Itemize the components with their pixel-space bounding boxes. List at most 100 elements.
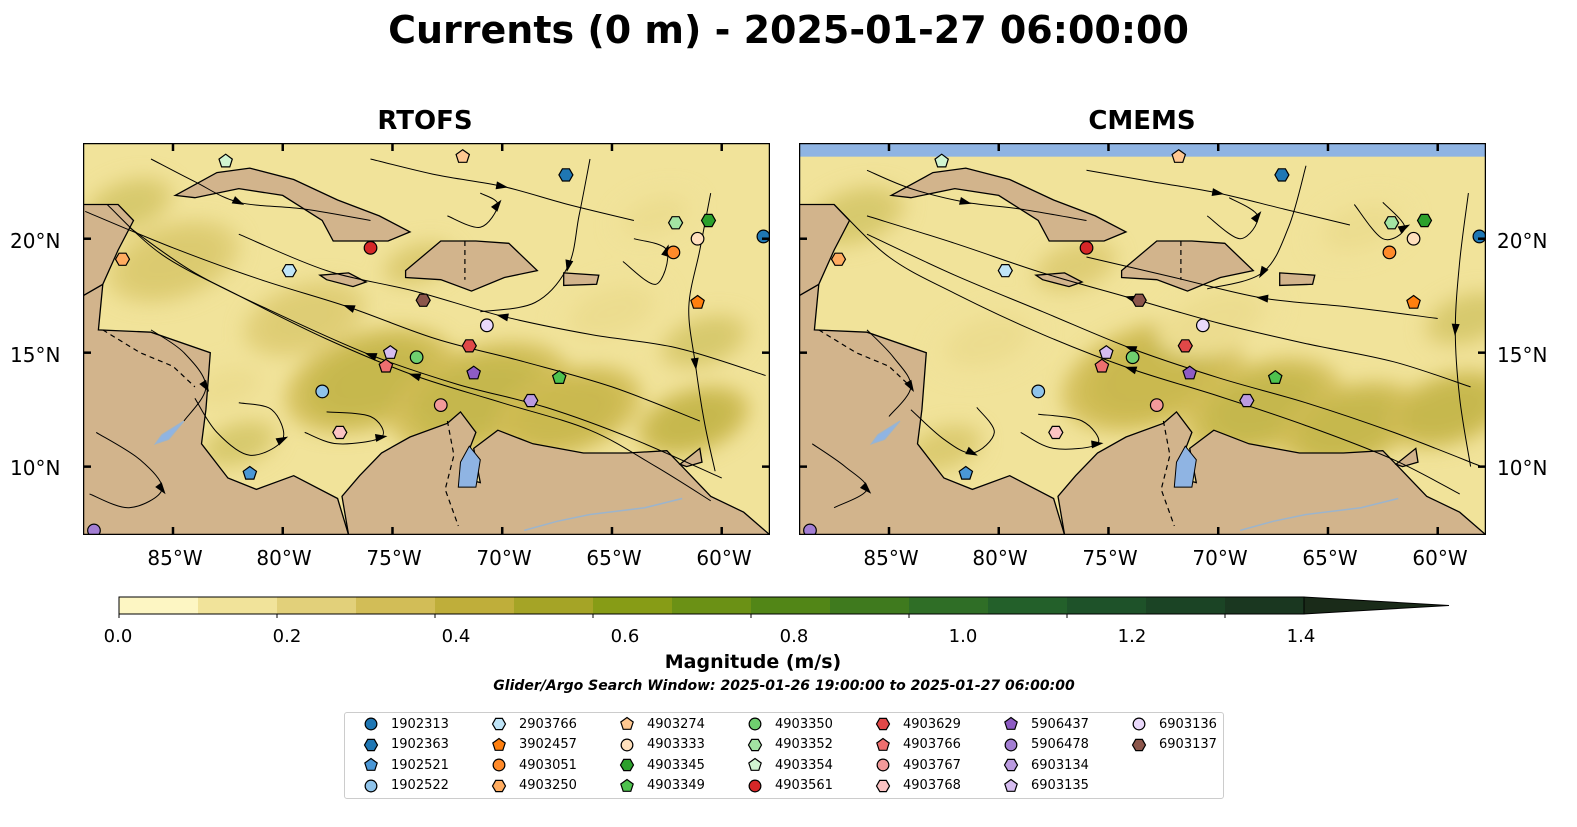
streamline xyxy=(866,233,1482,468)
float-marker-4903345 xyxy=(700,213,717,228)
float-marker-6903134 xyxy=(523,393,539,408)
float-marker-4903051 xyxy=(1382,245,1397,260)
colorbar-segment xyxy=(198,597,278,614)
circle-marker-icon xyxy=(364,717,378,731)
legend-item: 6903135 xyxy=(1001,776,1089,796)
colorbar-segment xyxy=(119,597,199,614)
legend-item: 3902457 xyxy=(489,735,577,755)
streamline-arrow xyxy=(1451,323,1460,336)
float-marker-4903333 xyxy=(690,231,705,246)
land-cuba xyxy=(889,167,1128,242)
legend-label: 5906437 xyxy=(1031,716,1089,732)
river-orinoco xyxy=(1240,497,1399,532)
map-ticks xyxy=(799,143,1486,535)
legend-item: 5906437 xyxy=(1001,714,1089,734)
legend-item: 6903137 xyxy=(1129,735,1217,755)
float-marker-4903767 xyxy=(433,398,448,412)
streamline xyxy=(1353,201,1406,241)
lon-tick-left-70w: 70°W xyxy=(476,546,532,570)
colorbar-segment xyxy=(909,597,989,614)
float-marker-2903766 xyxy=(997,263,1013,278)
float-marker-4903349 xyxy=(551,369,567,384)
lon-tick-right-85w: 85°W xyxy=(863,546,919,570)
streamline-arrow xyxy=(275,436,289,446)
float-marker-4903345 xyxy=(1416,213,1433,228)
map-ticks xyxy=(83,143,770,535)
float-marker-1902521 xyxy=(958,465,974,480)
float-markers xyxy=(803,148,1486,535)
river-orinoco xyxy=(524,497,683,532)
hexagon-marker-icon xyxy=(747,738,763,751)
float-marker-1902522 xyxy=(315,384,330,399)
legend-label: 1902521 xyxy=(391,757,449,773)
colorbar-extend-arrow xyxy=(1303,596,1450,615)
lon-tick-left-85w: 85°W xyxy=(147,546,203,570)
colorbar-outline xyxy=(118,596,1305,615)
float-marker-1902313 xyxy=(1472,229,1486,244)
legend-item: 4903354 xyxy=(745,755,833,775)
streamline-arrow xyxy=(490,199,502,212)
lon-tick-right-60w: 60°W xyxy=(1412,546,1468,570)
pentagon-marker-icon xyxy=(876,737,890,751)
legend-marker xyxy=(748,779,762,793)
legend-label: 6903136 xyxy=(1159,716,1217,732)
legend-marker xyxy=(492,737,506,751)
streamline xyxy=(1207,165,1307,290)
legend-item: 4903766 xyxy=(873,735,961,755)
legend-item: 6903136 xyxy=(1129,714,1217,734)
legend-label: 4903051 xyxy=(519,757,577,773)
colorbar-segment xyxy=(751,597,831,614)
legend-marker xyxy=(620,716,634,730)
streamline-arrow xyxy=(904,379,914,393)
float-marker-4903561 xyxy=(1079,240,1094,255)
float-marker-4903766 xyxy=(378,358,394,373)
float-marker-6903136 xyxy=(1195,318,1210,333)
circle-marker-icon xyxy=(364,779,378,793)
circle-marker-icon xyxy=(1004,738,1018,752)
pentagon-marker-icon xyxy=(492,737,506,751)
streamline xyxy=(150,329,207,422)
hexagon-marker-icon xyxy=(1131,738,1147,751)
legend-label: 4903768 xyxy=(903,778,961,794)
lat-tick-right-20: 20°N xyxy=(1497,229,1548,253)
lon-tick-right-75w: 75°W xyxy=(1082,546,1138,570)
lake-nicaragua xyxy=(869,420,901,445)
legend-label: 1902313 xyxy=(391,716,449,732)
streamline-arrow xyxy=(1256,294,1269,303)
float-marker-4903333 xyxy=(1406,231,1421,246)
country-border xyxy=(818,329,912,388)
float-marker-4903051 xyxy=(666,245,681,260)
streamline xyxy=(85,210,700,422)
legend-item: 1902521 xyxy=(361,755,449,775)
legend-marker xyxy=(1131,738,1147,751)
streamline xyxy=(866,215,1471,388)
float-marker-3902457 xyxy=(1406,294,1421,309)
legend-marker xyxy=(364,757,378,772)
streamline-arrow xyxy=(1211,188,1225,197)
land-hispaniola xyxy=(1120,240,1255,292)
legend-label: 4903766 xyxy=(903,737,961,753)
streamline xyxy=(688,193,716,472)
streamline-arrow xyxy=(859,482,872,494)
colorbar-label: Magnitude (m/s) xyxy=(664,651,842,673)
legend-item: 1902313 xyxy=(361,714,449,734)
map-frame xyxy=(83,143,770,535)
float-marker-5906478 xyxy=(803,523,817,535)
colorbar-segment xyxy=(1146,597,1226,614)
legend-label: 4903354 xyxy=(775,757,833,773)
legend-marker xyxy=(875,779,891,792)
legend-item: 2903766 xyxy=(489,714,577,734)
streamlines xyxy=(811,165,1482,509)
no-data-band xyxy=(799,143,1486,157)
float-marker-4903768 xyxy=(332,425,348,440)
legend-marker xyxy=(748,757,762,772)
hexagon-marker-icon xyxy=(1003,758,1019,772)
legend-item: 4903345 xyxy=(617,755,705,775)
legend-marker xyxy=(876,737,890,751)
legend-item: 1902363 xyxy=(361,735,449,755)
float-marker-4903350 xyxy=(409,350,424,365)
legend-item: 1902522 xyxy=(361,776,449,796)
streamlines xyxy=(85,158,766,509)
streamline-arrow xyxy=(342,305,356,313)
float-marker-6903137 xyxy=(1131,293,1147,307)
